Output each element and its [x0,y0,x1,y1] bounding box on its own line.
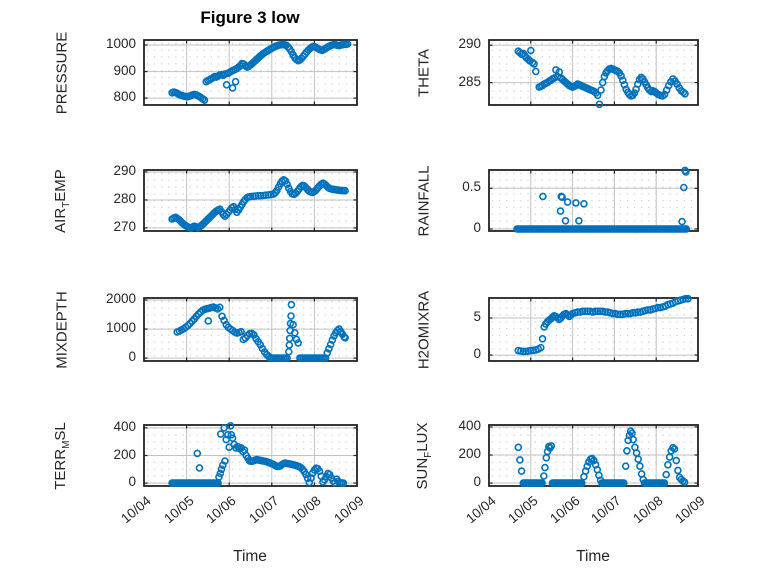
xtick-label: 10/07 [588,493,625,527]
subplot-h2omixra-canvas[interactable] [482,291,705,368]
axes-border [143,424,358,487]
minor-grid [490,171,697,230]
xtick-label: 10/08 [630,493,666,527]
ytick-label-h2omixra: 5 [473,309,481,324]
ytick-label-rainfall: 0 [473,219,481,235]
axes-border [488,297,699,362]
scatter-points [513,166,691,233]
ytick-label-air-temp: 270 [113,218,136,234]
axes-border [143,39,358,106]
scatter-points [168,175,349,232]
x-axis-label-right: Time [576,548,610,565]
y-axis-label-rainfall: RAINFALL [415,165,433,236]
y-axis-label-terr-msl: TERRMSL [52,421,72,490]
ytick-label-sun-flux: 0 [473,474,481,490]
xtick-label: 10/04 [118,493,154,527]
axes-border [143,169,358,232]
y-axis-label-mixdepth: MIXDEPTH [53,290,71,369]
ytick-label-sun-flux: 400 [458,417,481,433]
scatter-points [168,40,352,104]
scatter-points [514,46,689,109]
ytick-label-pressure: 900 [113,62,136,78]
scatter-points [514,294,692,356]
figure-title: Figure 3 low [200,8,300,27]
subplot-air-temp-canvas[interactable] [137,163,364,238]
y-axis-label-air-temp: AIRTEMP [52,168,72,233]
ytick-label-mixdepth: 0 [128,349,136,365]
ytick-label-theta: 290 [458,36,481,52]
ytick-label-pressure: 800 [113,89,136,105]
axes-border [488,39,699,106]
xtick-label: 10/06 [546,493,583,527]
subplot-mixdepth-canvas[interactable] [137,291,364,368]
axes-border [488,424,699,487]
subplot-rainfall-canvas[interactable] [482,163,705,238]
ytick-label-terr-msl: 0 [128,474,136,490]
ytick-label-air-temp: 290 [113,162,136,178]
scatter-points [173,300,349,362]
ytick-label-mixdepth: 2000 [105,291,136,307]
y-axis-label-sun-flux: SUNFLUX [414,422,434,489]
ytick-label-air-temp: 280 [113,190,136,206]
ytick-label-mixdepth: 1000 [105,320,136,336]
ytick-label-sun-flux: 200 [458,446,481,461]
ytick-label-rainfall: 0.5 [462,179,481,195]
xtick-label: 10/08 [288,493,325,527]
ytick-label-pressure: 1000 [105,36,136,52]
xtick-label: 10/09 [672,493,708,527]
ytick-label-h2omixra: 0 [473,346,481,362]
scatter-points [168,422,348,487]
ytick-label-terr-msl: 400 [113,418,136,434]
subplot-sun-flux-canvas[interactable] [482,418,705,493]
subplot-pressure-canvas[interactable] [137,33,364,112]
y-axis-label-pressure: PRESSURE [53,31,71,114]
xtick-label: 10/06 [203,493,239,527]
x-axis-label-left: Time [233,548,267,565]
xtick-label: 10/05 [160,493,197,527]
xtick-label: 10/07 [245,493,282,527]
ytick-label-terr-msl: 200 [113,446,136,462]
subplot-theta-canvas[interactable] [482,33,705,112]
subplot-terr-msl-canvas[interactable] [137,418,364,493]
ytick-label-theta: 285 [458,73,481,89]
xtick-label: 10/05 [504,493,541,527]
scatter-points [514,427,689,487]
y-axis-label-theta: THETA [415,48,433,97]
xtick-label: 10/09 [331,493,367,527]
y-axis-label-h2omixra: H2OMIXRA [415,290,433,369]
axes-border [143,297,358,362]
xtick-label: 10/04 [463,493,499,527]
